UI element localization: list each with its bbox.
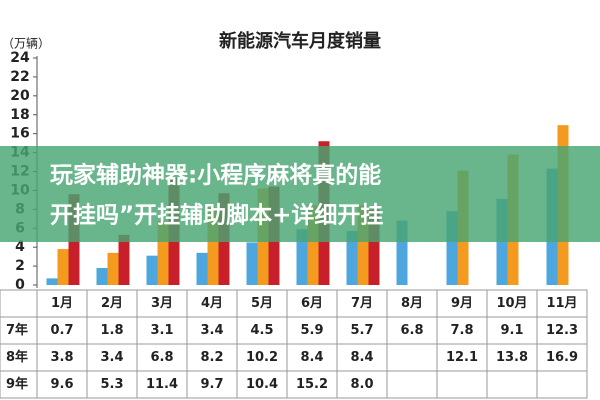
table-cell: 8.4 <box>350 350 373 365</box>
y-tick-label: 4 <box>15 239 25 255</box>
bar <box>357 205 369 285</box>
table-cell: 10.4 <box>246 377 278 392</box>
table-cell: 7.8 <box>450 323 473 338</box>
x-tick-label: 9月 <box>451 296 473 311</box>
table-cell: 9.6 <box>50 377 73 392</box>
table-cell: 12.1 <box>446 350 478 365</box>
table-cell: 3.4 <box>100 350 123 365</box>
bar <box>57 249 69 285</box>
table-cell: 11.4 <box>146 377 178 392</box>
y-axis-label: （万辆） <box>2 37 50 51</box>
bar <box>368 209 380 285</box>
x-tick-label: 4月 <box>201 296 223 311</box>
table-cell: 6.8 <box>150 350 173 365</box>
table-cell: 15.2 <box>296 377 328 392</box>
table-cell: 9.7 <box>200 377 223 392</box>
bar <box>46 278 58 285</box>
x-tick-label: 1月 <box>51 296 73 311</box>
banner-text: 开挂吗”开挂辅助脚本+详细开挂 <box>50 202 383 229</box>
bar <box>396 220 408 285</box>
bar <box>446 211 458 285</box>
legend-label: 7年 <box>6 322 28 338</box>
x-tick-label: 10月 <box>496 296 527 311</box>
bar <box>96 267 108 285</box>
legend-label: 9年 <box>6 376 28 392</box>
table-cell: 8.0 <box>350 377 373 392</box>
y-tick-label: 2 <box>15 258 25 274</box>
bar <box>307 205 319 285</box>
bar <box>118 234 130 285</box>
table-cell: 16.9 <box>546 350 578 365</box>
y-tick-label: 24 <box>10 50 30 66</box>
table-cell: 8.4 <box>300 350 323 365</box>
x-tick-label: 7月 <box>351 296 373 311</box>
y-tick-label: 20 <box>10 88 30 104</box>
table-cell: 3.4 <box>200 323 223 338</box>
bar <box>346 231 358 285</box>
bar <box>146 255 158 285</box>
table-cell: 5.7 <box>350 323 373 338</box>
table-cell: 5.9 <box>300 323 323 338</box>
x-tick-label: 11月 <box>546 296 577 311</box>
x-tick-label: 8月 <box>401 296 423 311</box>
x-tick-label: 6月 <box>301 296 323 311</box>
y-tick-label: 0 <box>15 277 25 293</box>
table-cell: 3.8 <box>50 350 73 365</box>
x-tick-label: 3月 <box>151 296 173 311</box>
table-cell: 1.8 <box>100 323 123 338</box>
table-cell: 4.5 <box>250 323 273 338</box>
table-cell: 8.2 <box>200 350 223 365</box>
table-cell: 13.8 <box>496 350 528 365</box>
bar <box>196 252 208 285</box>
y-tick-label: 16 <box>10 126 29 142</box>
bar <box>296 229 308 285</box>
table-cell: 10.2 <box>246 350 278 365</box>
table-cell: 0.7 <box>50 323 73 338</box>
y-tick-label: 18 <box>10 107 29 123</box>
chart-title: 新能源汽车月度销量 <box>219 30 381 52</box>
bar <box>207 207 219 285</box>
x-tick-label: 5月 <box>251 296 273 311</box>
table-cell: 5.3 <box>100 377 123 392</box>
banner-text: 玩家辅助神器:小程序麻将真的能 <box>50 162 381 189</box>
table-cell: 3.1 <box>150 323 173 338</box>
banner <box>0 146 600 242</box>
x-tick-label: 2月 <box>101 296 123 311</box>
bar <box>107 252 119 285</box>
y-tick-label: 22 <box>10 69 29 85</box>
legend-label: 8年 <box>6 349 28 365</box>
table-cell: 6.8 <box>400 323 423 338</box>
bar <box>157 220 169 285</box>
bar <box>246 242 258 285</box>
table-cell: 9.1 <box>500 323 523 338</box>
table-cell: 12.3 <box>546 323 578 338</box>
